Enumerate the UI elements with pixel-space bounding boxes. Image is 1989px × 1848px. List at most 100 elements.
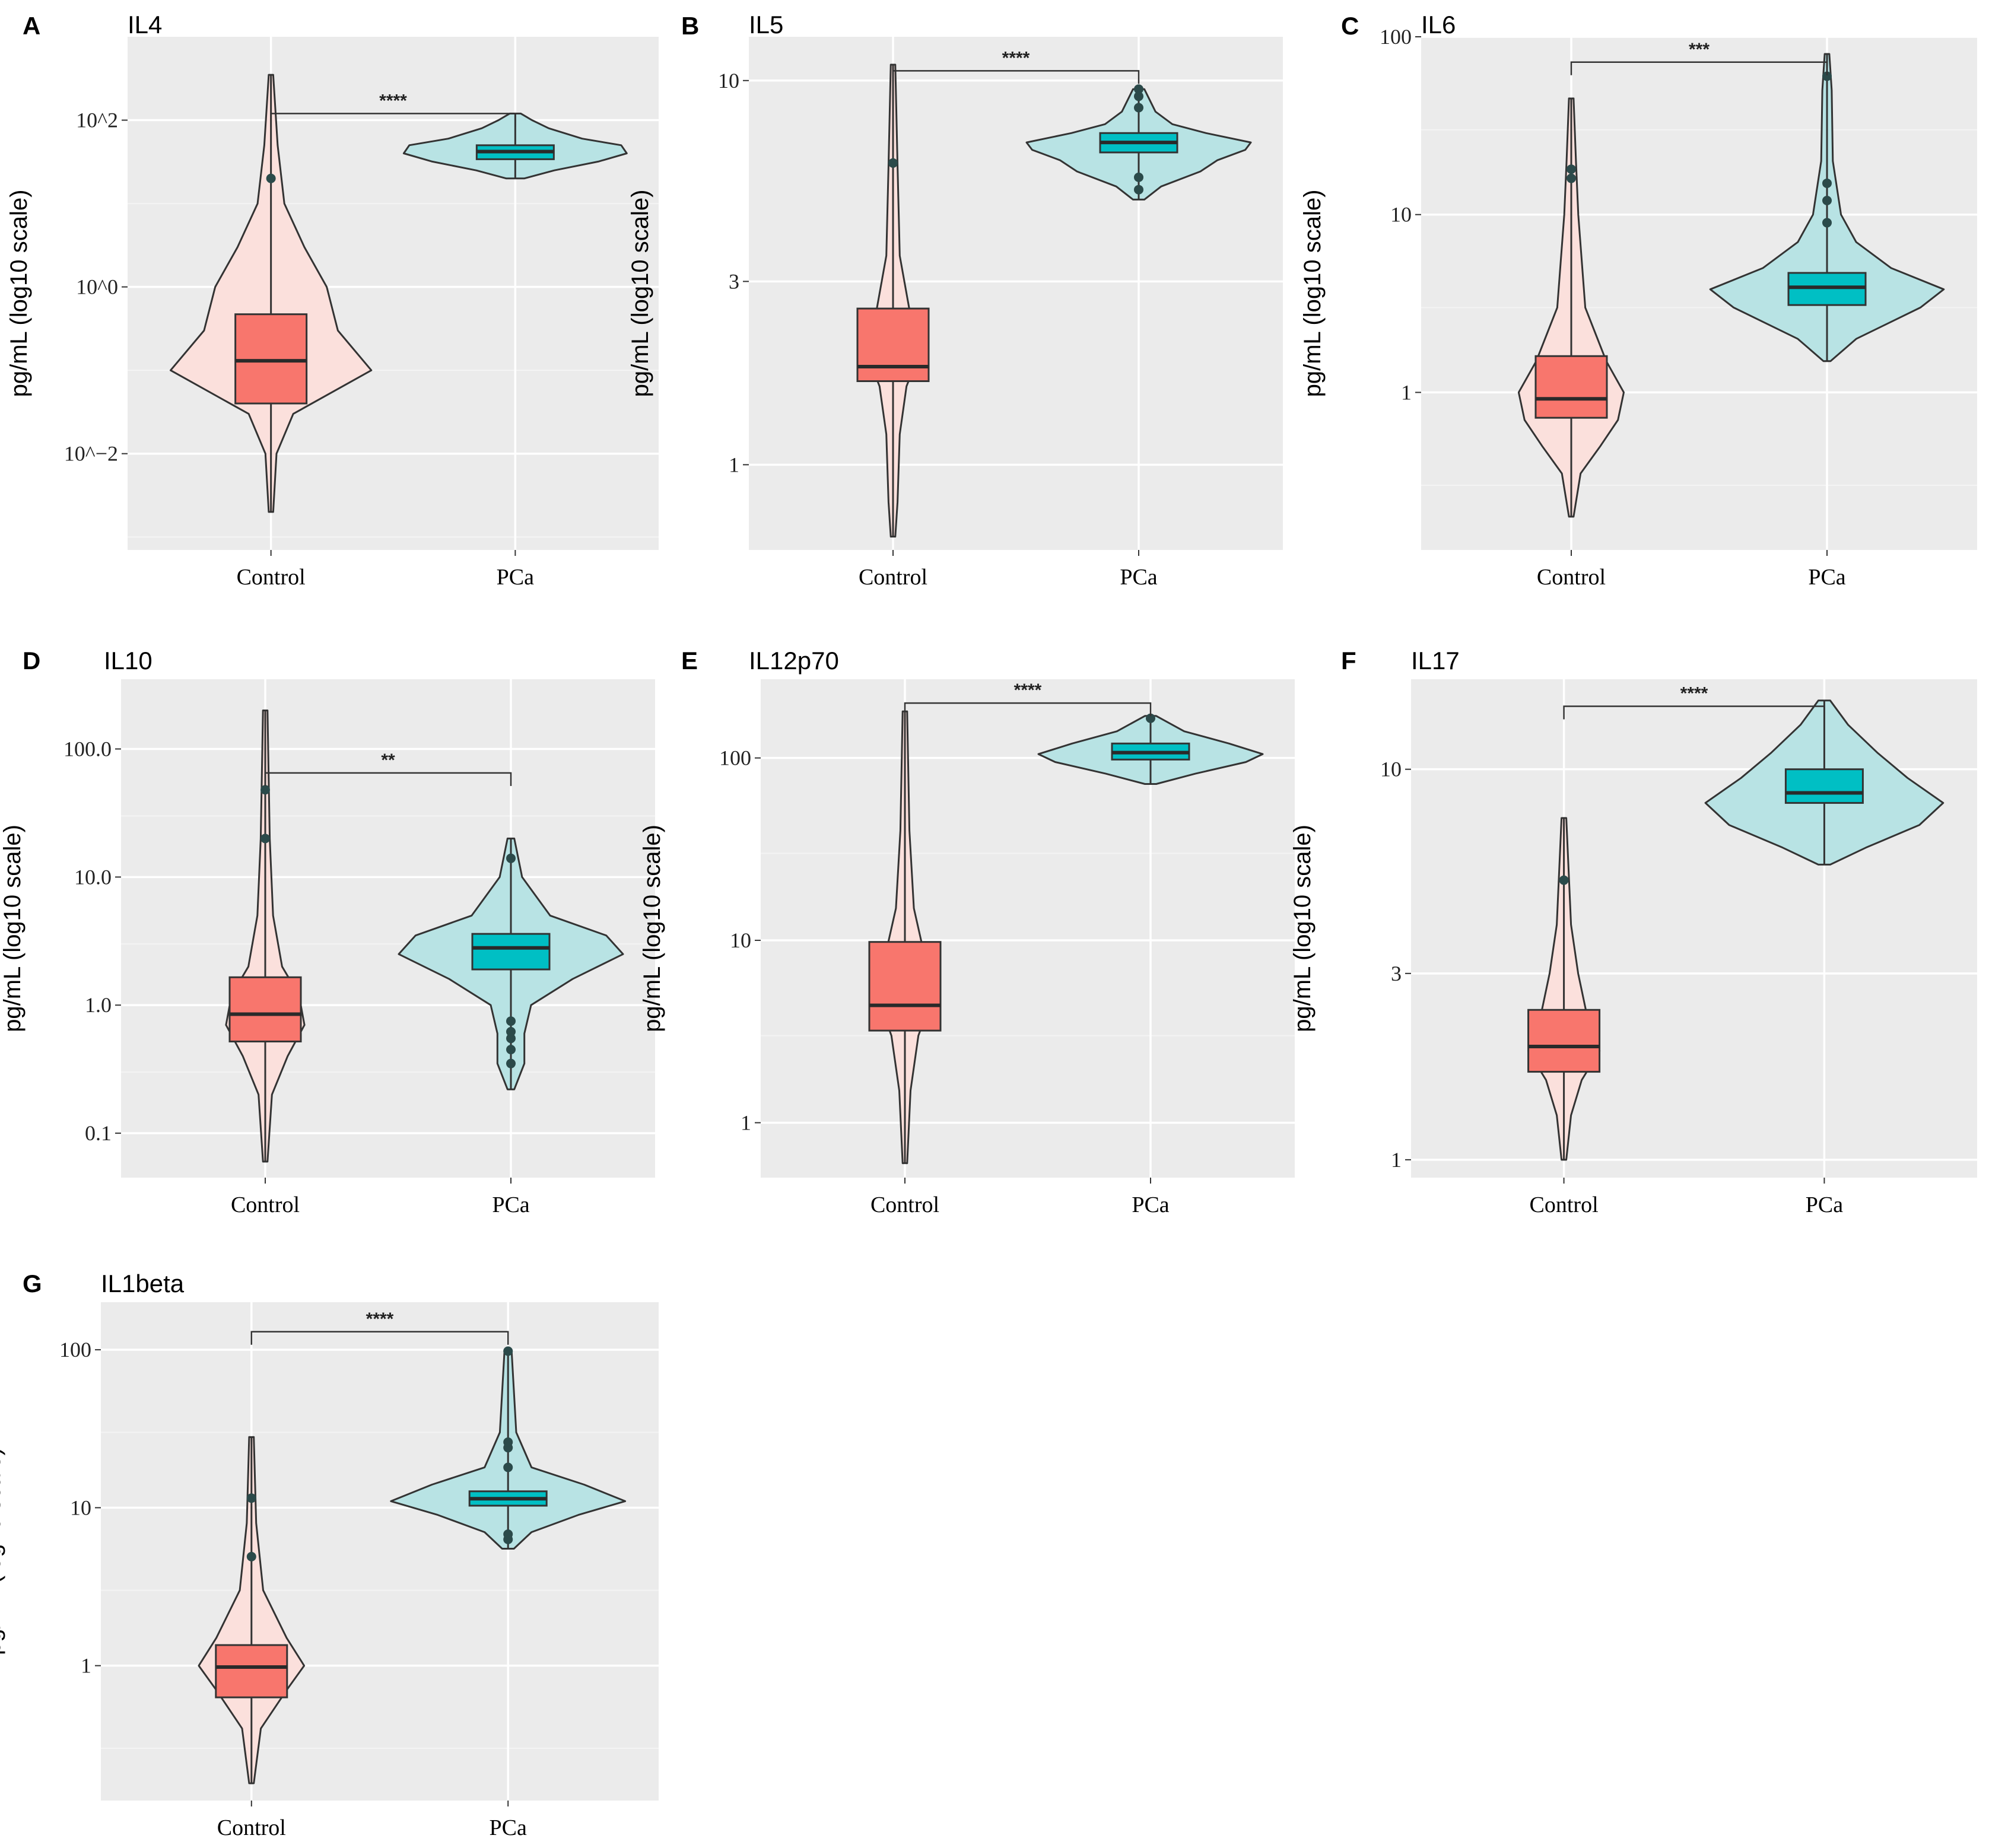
control-outlier-point: [1566, 173, 1576, 183]
y-tick-label: 10^2: [76, 109, 118, 132]
x-category-label: PCa: [1120, 565, 1157, 590]
x-category-label: PCa: [497, 565, 534, 590]
x-category-label: PCa: [492, 1192, 529, 1217]
panel-letter: E: [681, 647, 698, 675]
significance-bracket: [264, 772, 512, 786]
y-axis-label: pg/mL (log10 scale): [6, 190, 32, 397]
y-tick-label: 1: [729, 453, 739, 476]
control-outlier-point: [260, 785, 270, 795]
control-outlier-point: [246, 1551, 256, 1561]
control-outlier-point: [266, 173, 276, 183]
panel-title: IL10: [104, 647, 152, 675]
x-category-label: PCa: [1808, 565, 1845, 590]
significance-bracket: [904, 702, 1152, 717]
x-category-label: Control: [870, 1192, 939, 1217]
panel-letter: F: [1341, 647, 1356, 675]
significance-label: ****: [1014, 680, 1042, 700]
y-tick-label: 0.1: [85, 1121, 112, 1145]
y-axis-label: pg/mL (log10 scale): [1289, 825, 1316, 1032]
significance-label: **: [381, 750, 395, 770]
control-box: [228, 976, 302, 1043]
y-tick-label: 10.0: [74, 865, 112, 889]
y-tick-label: 100: [1380, 25, 1412, 49]
y-tick-label: 100: [59, 1338, 91, 1362]
y-axis-label: pg/mL (log10 scale): [1299, 190, 1326, 397]
control-outlier-point: [1566, 164, 1576, 174]
pca-outlier-point: [503, 1529, 513, 1539]
control-box: [1534, 355, 1608, 419]
panel-title: IL1beta: [101, 1270, 185, 1297]
x-category-label: Control: [1530, 1192, 1599, 1217]
panel-title: IL6: [1421, 11, 1456, 39]
y-tick-label: 10: [1380, 758, 1402, 781]
y-tick-label: 10: [70, 1496, 91, 1519]
plot-background: [101, 1302, 659, 1801]
y-tick-label: 1: [1391, 1148, 1402, 1172]
significance-label: ****: [1002, 48, 1030, 68]
control-box: [234, 313, 308, 405]
panel-letter: D: [23, 647, 40, 675]
pca-outlier-point: [1146, 713, 1155, 723]
y-tick-label: 10^0: [76, 275, 118, 299]
significance-label: ****: [366, 1309, 394, 1329]
control-outlier-point: [1559, 875, 1569, 885]
control-outlier-point: [260, 834, 270, 844]
panel-a: A IL4 10^−2 10^0 10^2 pg/mL (log10 scale) Cont…: [6, 11, 659, 590]
y-tick-label: 1: [81, 1654, 91, 1678]
panel-title: IL12p70: [749, 647, 839, 675]
pca-outlier-point: [1134, 185, 1143, 195]
pca-outlier-point: [503, 1437, 513, 1447]
y-axis-label: pg/mL (log10 scale): [0, 1448, 5, 1655]
significance-bracket: [892, 70, 1140, 84]
significance-bracket: [1570, 61, 1828, 75]
pca-outlier-point: [1822, 195, 1832, 205]
control-box: [1527, 1009, 1601, 1073]
significance-bracket: [250, 1331, 509, 1345]
panel-letter: A: [23, 12, 40, 40]
x-category-label: PCa: [1806, 1192, 1843, 1217]
pca-outlier-point: [506, 1045, 516, 1055]
x-category-label: PCa: [490, 1815, 527, 1840]
pca-outlier-point: [1134, 103, 1143, 113]
y-tick-label: 100.0: [63, 737, 112, 761]
y-tick-label: 10: [1390, 203, 1412, 227]
y-tick-label: 1: [1401, 380, 1412, 404]
panel-f: F IL17 1 3 10 pg/mL (log10 scale) Control PCa **…: [1289, 647, 1977, 1217]
significance-bracket: [1563, 705, 1825, 720]
plot-background: [1411, 679, 1977, 1178]
significance-label: ****: [1680, 683, 1708, 703]
x-category-label: PCa: [1132, 1192, 1169, 1217]
pca-box: [471, 933, 551, 971]
y-axis-label: pg/mL (log10 scale): [0, 825, 26, 1032]
pca-outlier-point: [506, 1033, 516, 1044]
pca-outlier-point: [1822, 218, 1832, 228]
y-tick-label: 3: [1391, 962, 1402, 985]
y-tick-label: 10: [718, 69, 739, 93]
control-box: [856, 307, 930, 383]
pca-outlier-point: [506, 1027, 516, 1037]
x-category-label: Control: [237, 565, 306, 590]
x-category-label: Control: [1537, 565, 1606, 590]
control-box: [868, 941, 942, 1032]
y-tick-label: 10: [730, 928, 751, 952]
panel-e: E IL12p70 1 10 100 pg/mL (log10 scale) Control…: [639, 647, 1295, 1217]
pca-outlier-point: [1822, 71, 1832, 81]
pca-outlier-point: [1822, 178, 1832, 188]
y-axis-label: pg/mL (log10 scale): [639, 825, 665, 1032]
y-axis-label: pg/mL (log10 scale): [627, 190, 653, 397]
control-box: [215, 1644, 288, 1698]
significance-label: ***: [1689, 40, 1710, 59]
pca-outlier-point: [1134, 84, 1143, 94]
pca-outlier-point: [506, 1016, 516, 1026]
panel-title: IL17: [1411, 647, 1460, 675]
x-category-label: Control: [231, 1192, 300, 1217]
control-outlier-point: [246, 1493, 256, 1503]
significance-bracket: [270, 113, 516, 127]
plot-background: [749, 37, 1283, 550]
y-tick-label: 10^−2: [64, 442, 118, 466]
y-tick-label: 3: [729, 269, 739, 293]
pca-outlier-point: [1134, 172, 1143, 182]
x-category-label: Control: [859, 565, 927, 590]
y-tick-label: 100: [719, 746, 751, 770]
